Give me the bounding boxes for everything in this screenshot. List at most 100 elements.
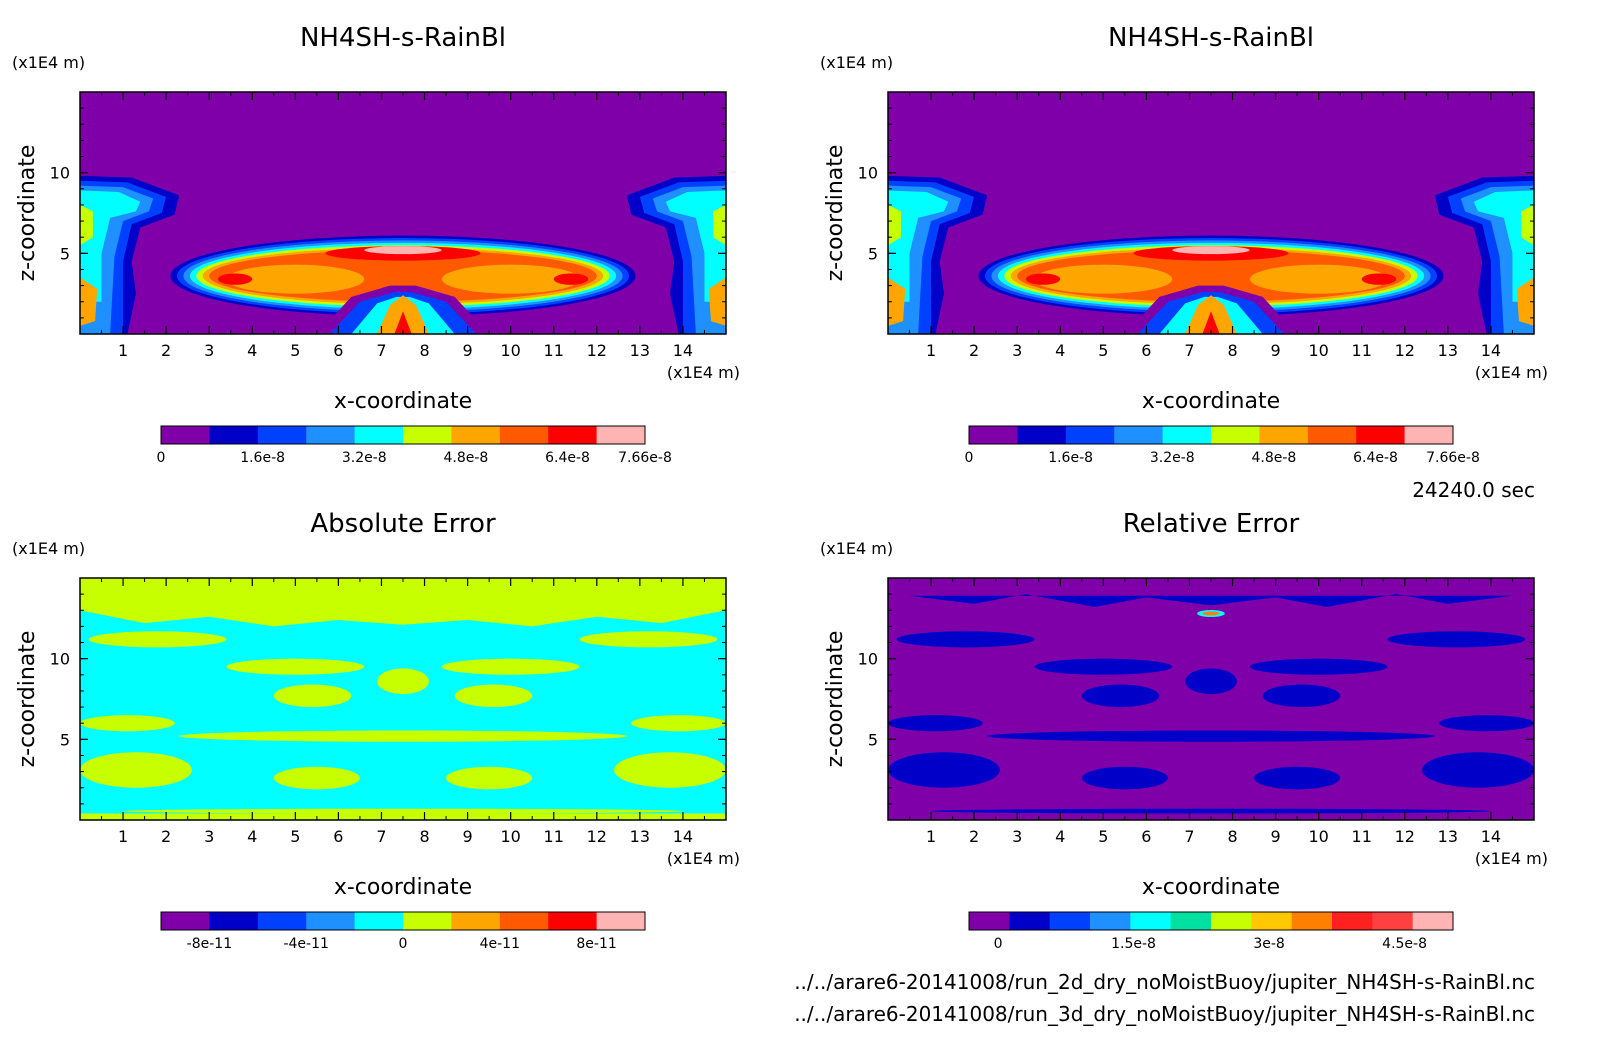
contour-region	[377, 668, 429, 695]
x-tick-label: 13	[630, 827, 650, 846]
x-tick-label: 6	[1141, 827, 1151, 846]
x-tick-label: 12	[587, 827, 607, 846]
x-tick-label: 4	[1055, 827, 1065, 846]
y-unit-label: (x1E4 m)	[820, 539, 893, 558]
x-tick-label: 14	[1481, 827, 1501, 846]
x-axis-label: x-coordinate	[334, 389, 472, 414]
x-tick-label: 6	[1141, 341, 1151, 360]
contour-region	[1081, 684, 1160, 708]
x-tick-label: 13	[630, 341, 650, 360]
x-tick-label: 10	[1308, 341, 1328, 360]
contour-region	[1249, 658, 1388, 675]
y-tick-label: 10	[50, 164, 70, 183]
colorbar-swatch	[1211, 426, 1260, 444]
x-tick-label: 4	[247, 341, 257, 360]
y-tick-label: 10	[858, 164, 878, 183]
contour-region	[987, 730, 1435, 742]
file-path-2d: ../../arare6-20141008/run_2d_dry_noMoist…	[794, 970, 1535, 994]
colorbar-swatch	[1009, 912, 1051, 930]
colorbar-label: 0	[399, 936, 408, 952]
y-axis-label: z-coordinate	[15, 631, 40, 768]
contour-region	[217, 273, 253, 285]
colorbar-swatch	[306, 426, 356, 444]
colorbar-frame	[968, 425, 1454, 445]
colorbar-swatch	[1017, 426, 1067, 444]
x-tick-label: 9	[463, 827, 473, 846]
x-unit-label: (x1E4 m)	[667, 363, 740, 382]
x-tick-label: 11	[544, 827, 564, 846]
colorbar-swatch	[1251, 912, 1293, 930]
x-tick-label: 4	[247, 827, 257, 846]
colorbar-swatch	[1412, 912, 1454, 930]
y-unit-label: (x1E4 m)	[820, 53, 893, 72]
colorbar-swatch	[257, 426, 307, 444]
contour-region	[931, 808, 1491, 814]
contour-region	[1034, 658, 1173, 675]
x-tick-label: 8	[1227, 341, 1237, 360]
x-tick-label: 14	[673, 827, 693, 846]
chart-title: Absolute Error	[310, 509, 496, 539]
colorbar-swatch	[1307, 426, 1357, 444]
contour-region	[631, 715, 726, 732]
colorbar-frame	[968, 911, 1454, 931]
contour-region	[273, 684, 352, 708]
colorbar-label: 0	[157, 450, 166, 466]
colorbar-swatch	[161, 912, 210, 930]
x-tick-label: 13	[1438, 341, 1458, 360]
contour-region	[1202, 311, 1220, 334]
colorbar-label: -8e-11	[187, 936, 232, 952]
contour-region	[446, 766, 533, 790]
x-tick-label: 9	[1271, 827, 1281, 846]
x-tick-label: 14	[673, 341, 693, 360]
contour-region	[1034, 264, 1173, 294]
colorbar-swatch	[354, 912, 404, 930]
colorbar-label: 4.8e-8	[443, 450, 488, 466]
x-tick-label: 9	[1271, 341, 1281, 360]
y-tick-label: 10	[858, 650, 878, 669]
x-tick-label: 10	[500, 827, 520, 846]
x-tick-label: 4	[1055, 341, 1065, 360]
colorbar-label: 4.8e-8	[1251, 450, 1296, 466]
colorbar-swatch	[548, 912, 598, 930]
chart-panel-2: NH4SH-s-RainBl(x1E4 m)1 2 3 4 5 6 7 8 9 10 11 12 13 1…	[820, 23, 1548, 466]
contour-region	[226, 264, 365, 294]
y-tick-label: 5	[60, 244, 70, 263]
field-fill	[80, 578, 726, 820]
field-fill	[888, 92, 1534, 334]
contour-region	[1185, 668, 1237, 695]
x-tick-label: 13	[1438, 827, 1458, 846]
contour-region	[88, 631, 227, 648]
x-axis-label: x-coordinate	[1142, 875, 1280, 900]
contour-region	[364, 246, 442, 255]
contour-region	[273, 766, 360, 790]
contour-region	[80, 190, 141, 302]
contour-region	[1202, 611, 1220, 616]
x-tick-label: 1	[118, 827, 128, 846]
x-tick-label: 5	[290, 827, 300, 846]
contour-region	[80, 752, 192, 788]
colorbar-swatch	[1162, 426, 1212, 444]
colorbar-label: 0	[965, 450, 974, 466]
contour-region	[888, 204, 901, 246]
colorbar-label: 6.4e-8	[1353, 450, 1398, 466]
colorbar-swatch	[969, 426, 1018, 444]
y-axis-label: z-coordinate	[15, 145, 40, 282]
colorbar-label: 8e-11	[576, 936, 616, 952]
colorbar-swatch	[548, 426, 598, 444]
x-tick-label: 12	[587, 341, 607, 360]
chart-panel-1: NH4SH-s-RainBl(x1E4 m)1 2 3 4 5 6 7 8 9 10 11 12 13 1…	[12, 23, 740, 466]
x-tick-label: 11	[1352, 341, 1372, 360]
chart-title: NH4SH-s-RainBl	[1108, 23, 1314, 53]
colorbar-swatch	[499, 912, 549, 930]
colorbar-swatch	[499, 426, 549, 444]
x-tick-label: 7	[1184, 827, 1194, 846]
y-axis-label: z-coordinate	[823, 145, 848, 282]
y-axis-label: z-coordinate	[823, 631, 848, 768]
contour-region	[888, 715, 983, 732]
x-tick-label: 3	[204, 341, 214, 360]
contour-region	[80, 715, 175, 732]
x-tick-label: 11	[544, 341, 564, 360]
contour-region	[179, 730, 627, 742]
x-tick-label: 9	[463, 341, 473, 360]
contour-region	[579, 631, 718, 648]
